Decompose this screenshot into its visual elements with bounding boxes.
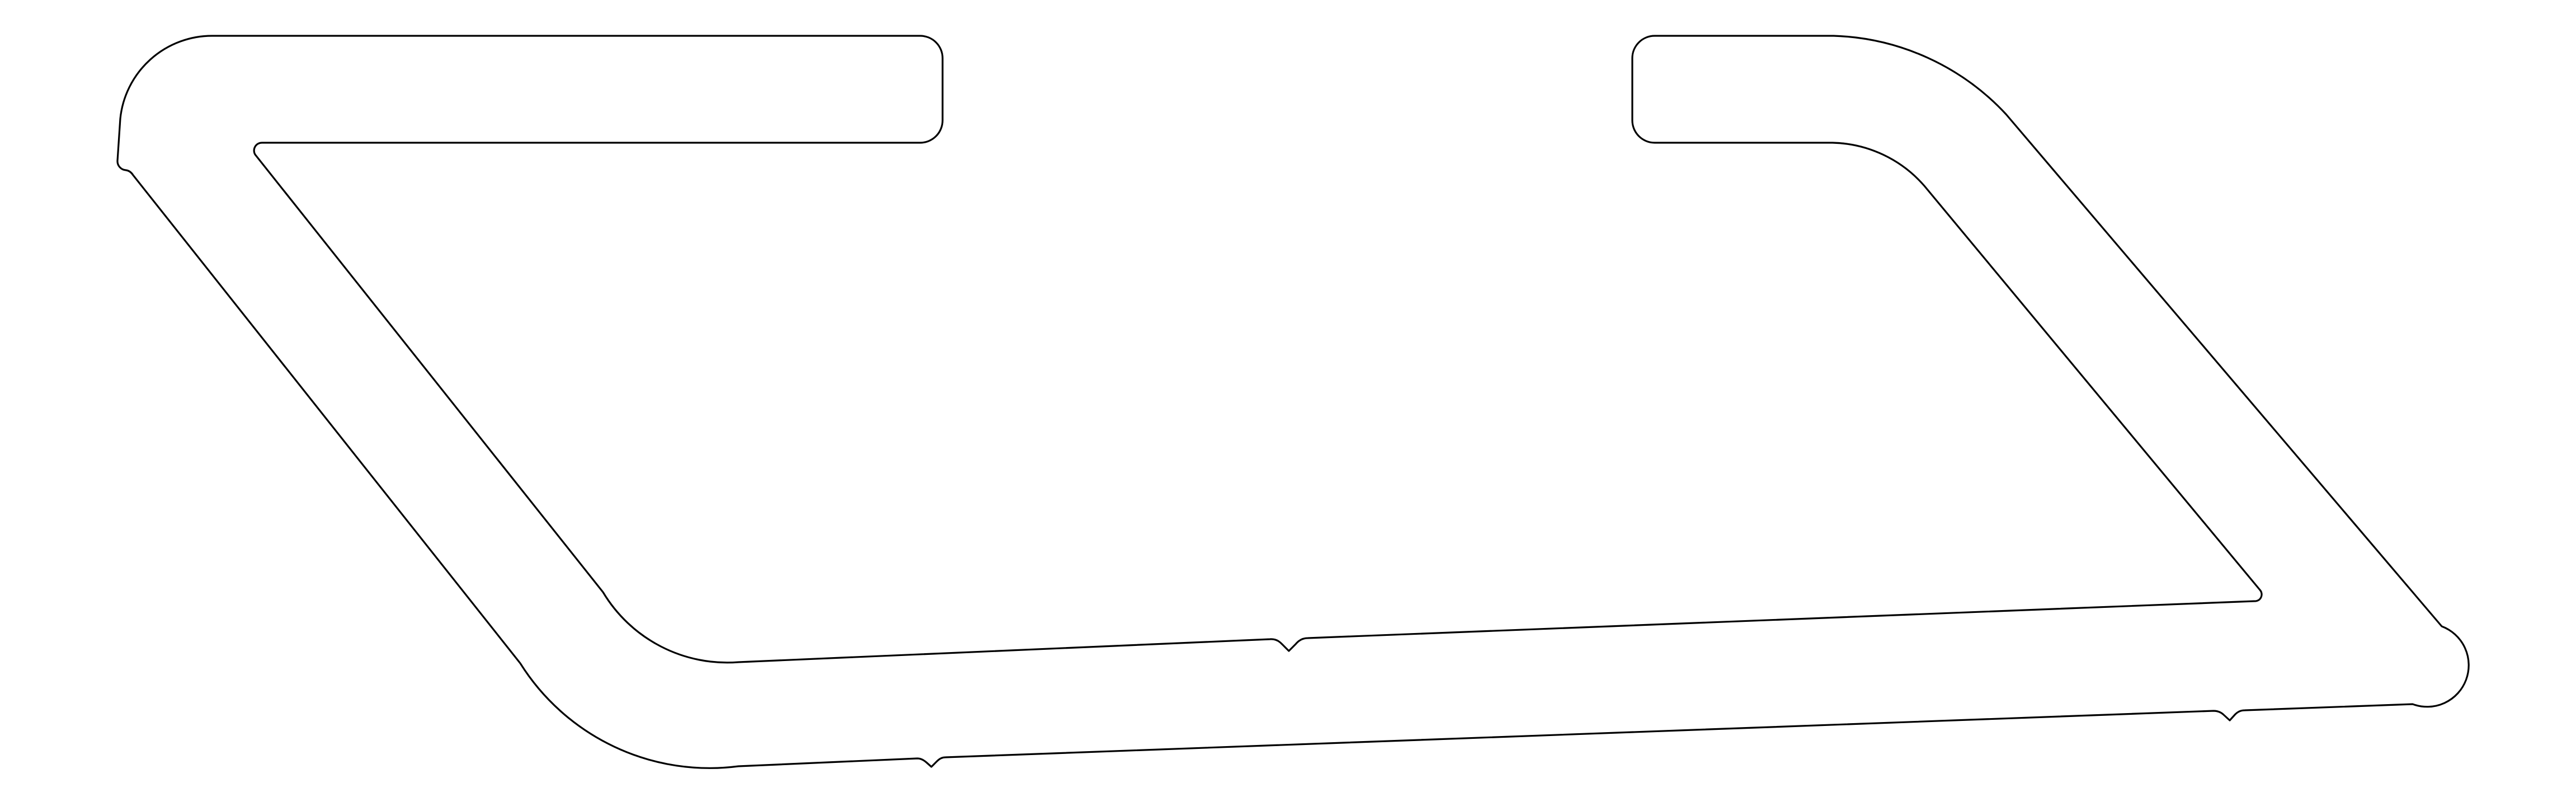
outer-frame-outline — [116, 35, 2470, 769]
